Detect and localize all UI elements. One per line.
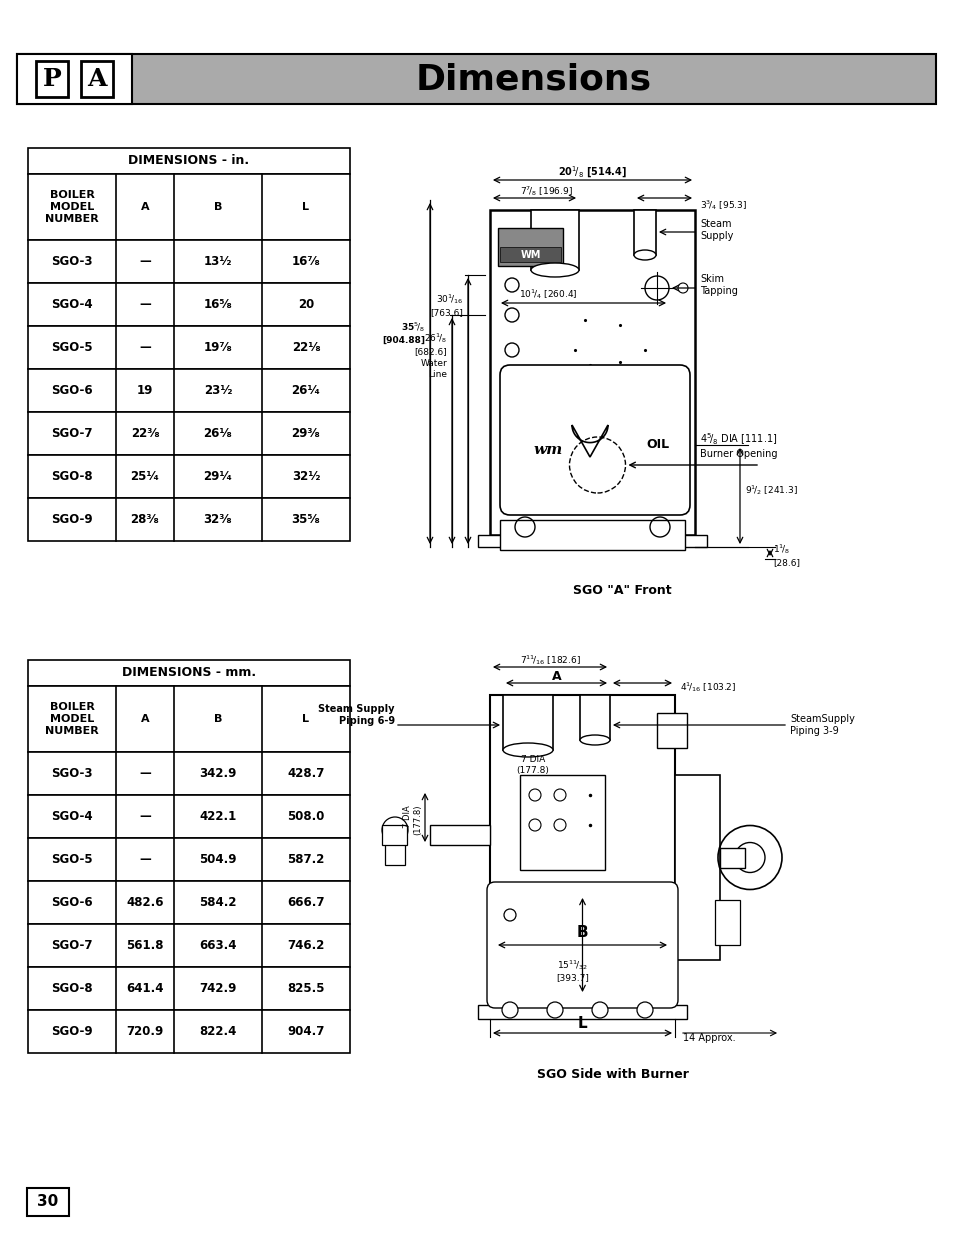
Text: Skim
Tapping: Skim Tapping [700,274,737,296]
Text: 16⁷⁄₈: 16⁷⁄₈ [292,254,320,268]
Text: 19⁷⁄₈: 19⁷⁄₈ [203,341,233,354]
Text: 666.7: 666.7 [287,897,324,909]
Text: 904.7: 904.7 [287,1025,324,1037]
Text: 7 DIA
(177.8): 7 DIA (177.8) [402,805,421,835]
Bar [28,1010,350,1053]
Bar [720,847,744,867]
Bar [477,535,706,547]
Text: SGO-7: SGO-7 [51,427,92,440]
Bar [27,1188,69,1216]
Text: 32³⁄₈: 32³⁄₈ [204,513,233,526]
Bar [28,685,350,752]
Text: Steam
Supply: Steam Supply [700,219,733,241]
Text: 587.2: 587.2 [287,853,324,866]
Text: SGO-4: SGO-4 [51,298,92,311]
Text: SGO-9: SGO-9 [51,1025,92,1037]
Text: 10$^1\!/_4$ [260.4]: 10$^1\!/_4$ [260.4] [518,287,577,301]
Bar [28,659,350,685]
Circle shape [637,1002,652,1018]
Bar [675,776,720,960]
Bar [28,967,350,1010]
Ellipse shape [579,735,609,745]
Bar [28,148,350,174]
Bar [28,839,350,881]
Text: 720.9: 720.9 [126,1025,164,1037]
Text: 7$^7\!/_8$ [196.9]: 7$^7\!/_8$ [196.9] [519,184,572,198]
Text: 22¹⁄₈: 22¹⁄₈ [292,341,320,354]
Bar [28,412,350,454]
Text: 825.5: 825.5 [287,982,324,995]
Text: B: B [213,714,222,724]
Bar [28,752,350,795]
Text: 13¹⁄₂: 13¹⁄₂ [204,254,232,268]
Bar [28,924,350,967]
FancyBboxPatch shape [486,882,678,1008]
Bar [531,210,578,270]
Bar [28,454,350,498]
Bar [519,776,604,869]
Circle shape [501,1002,517,1018]
Text: SGO-7: SGO-7 [51,939,92,952]
Text: B: B [576,925,588,940]
Bar [714,900,740,945]
Text: SGO-8: SGO-8 [51,471,92,483]
Text: 746.2: 746.2 [287,939,324,952]
Text: L: L [302,714,309,724]
Text: 26¹⁄₈: 26¹⁄₈ [203,427,233,440]
Text: 422.1: 422.1 [199,810,236,823]
Text: SGO-3: SGO-3 [51,254,92,268]
Text: 30: 30 [37,1194,58,1209]
Text: 29³⁄₈: 29³⁄₈ [292,427,320,440]
Text: Steam Supply
Piping 6-9: Steam Supply Piping 6-9 [318,704,395,726]
Text: 16⁵⁄₈: 16⁵⁄₈ [203,298,233,311]
Text: 7 DIA
(177.8): 7 DIA (177.8) [516,756,549,774]
Bar [381,825,407,845]
Bar [28,240,350,283]
Text: B: B [213,203,222,212]
Text: 25¹⁄₄: 25¹⁄₄ [131,471,159,483]
Text: —: — [139,767,151,781]
Text: 35$^5\!/_8$
[904.88]: 35$^5\!/_8$ [904.88] [381,320,424,345]
Text: —: — [139,298,151,311]
Bar [81,61,112,98]
Text: 20: 20 [297,298,314,311]
Text: 9$^1\!/_2$ [241.3]: 9$^1\!/_2$ [241.3] [744,483,797,496]
Text: SGO-6: SGO-6 [51,384,92,396]
Text: A: A [140,714,150,724]
Text: 4$^5\!/_8$ DIA [111.1]
Burner Opening: 4$^5\!/_8$ DIA [111.1] Burner Opening [700,431,777,459]
Bar [28,326,350,369]
Text: 1$^1\!/_8$
[28.6]: 1$^1\!/_8$ [28.6] [772,542,800,568]
Bar [502,695,553,750]
Text: 584.2: 584.2 [199,897,236,909]
Text: L: L [578,1016,587,1031]
Bar [28,174,350,240]
Bar [477,1005,686,1019]
Bar [579,695,609,740]
Text: SGO-3: SGO-3 [51,767,92,781]
Bar [499,520,684,550]
Text: 19: 19 [136,384,153,396]
Bar [499,247,560,262]
Text: SGO-6: SGO-6 [51,897,92,909]
Text: —: — [139,254,151,268]
Text: 14 Approx.: 14 Approx. [682,1032,735,1044]
Text: 20$^1\!/_8$ [514.4]: 20$^1\!/_8$ [514.4] [558,164,626,180]
Bar [17,54,935,104]
Bar [634,210,656,254]
Bar [17,54,132,104]
Text: 22³⁄₈: 22³⁄₈ [131,427,159,440]
Text: SteamSupply
Piping 3-9: SteamSupply Piping 3-9 [789,714,854,736]
Text: 23¹⁄₂: 23¹⁄₂ [204,384,232,396]
PathPatch shape [572,425,607,457]
Text: 663.4: 663.4 [199,939,236,952]
Text: Dimensions: Dimensions [416,62,652,96]
Text: 26¹⁄₄: 26¹⁄₄ [292,384,320,396]
Text: 561.8: 561.8 [126,939,164,952]
Circle shape [546,1002,562,1018]
Text: wm: wm [533,443,562,457]
Text: 4$^1\!/_{16}$ [103.2]: 4$^1\!/_{16}$ [103.2] [679,680,736,694]
Text: SGO "A" Front: SGO "A" Front [573,583,671,597]
Text: 30$^1\!/_{16}$
[763.6]: 30$^1\!/_{16}$ [763.6] [430,293,462,317]
Text: 32¹⁄₂: 32¹⁄₂ [292,471,320,483]
Text: 742.9: 742.9 [199,982,236,995]
